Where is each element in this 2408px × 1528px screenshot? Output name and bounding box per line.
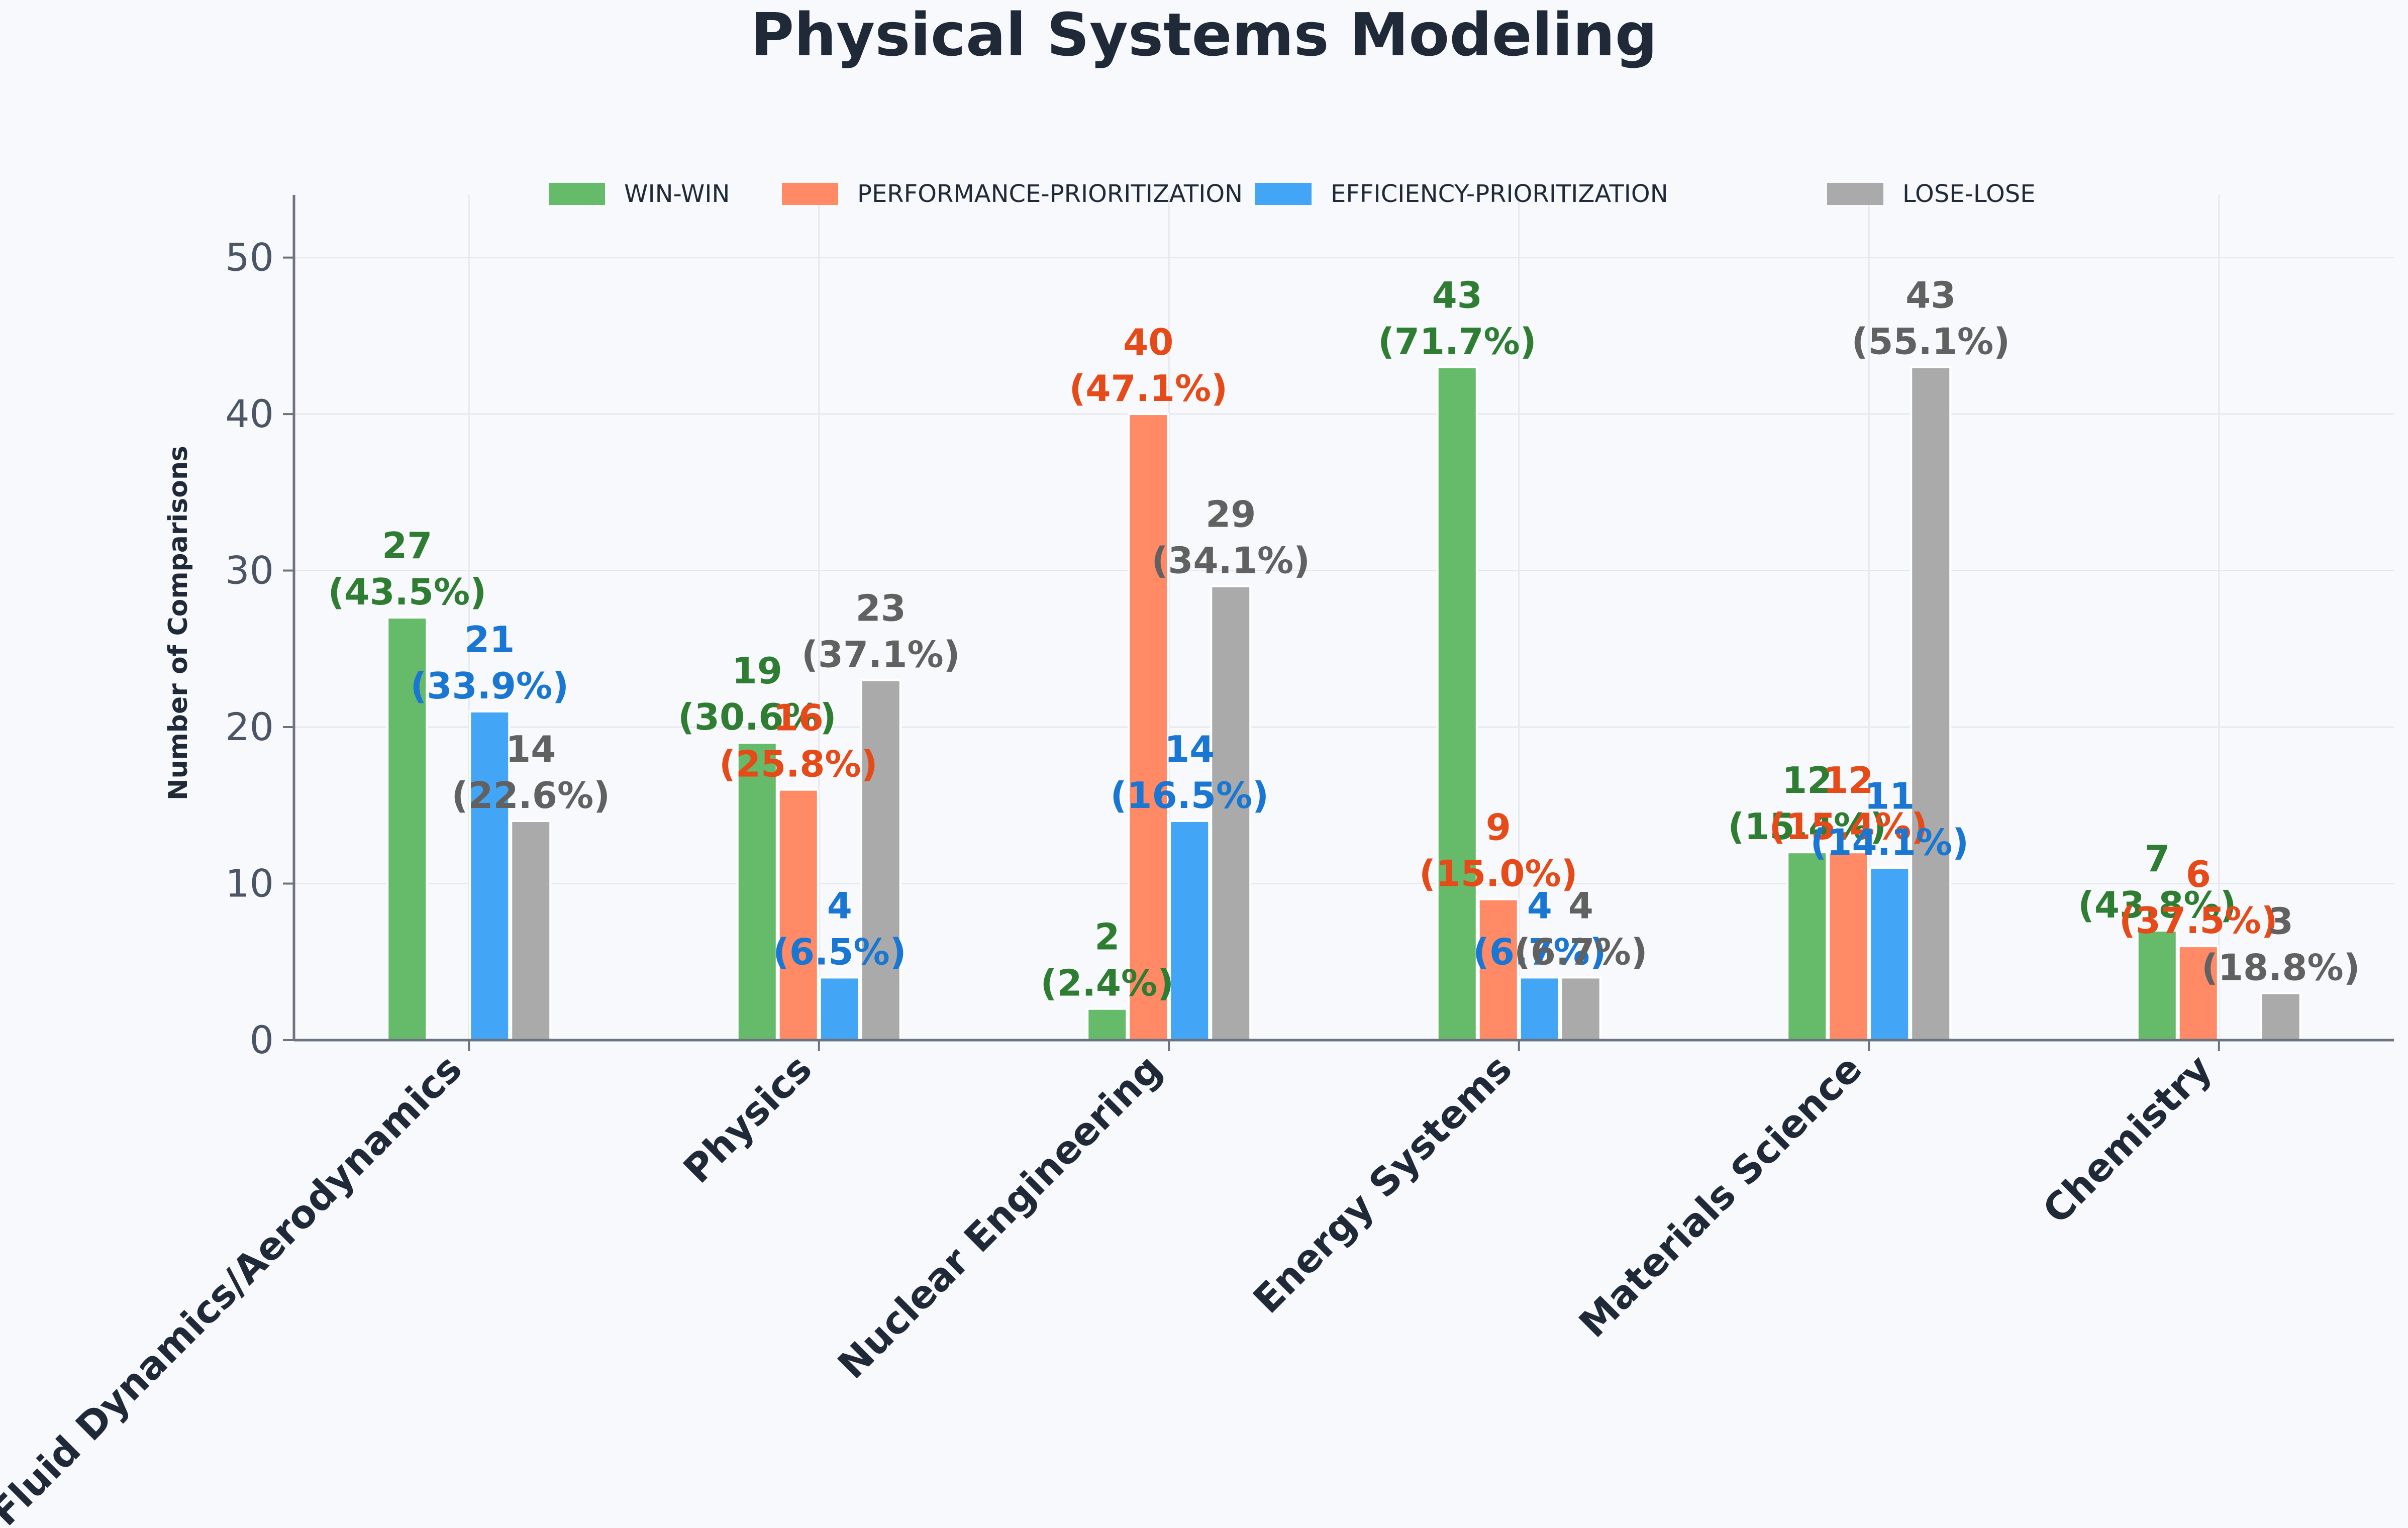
y-tick-label: 10 [225, 861, 274, 906]
data-label-lose-lose: 4 (6.7%) [1514, 884, 1648, 973]
bar-lose-lose [1910, 366, 1952, 1041]
y-axis-label: Number of Comparisons [163, 446, 193, 800]
bar-lose-lose [1210, 585, 1252, 1042]
bar-win-win [1436, 366, 1478, 1041]
data-label-lose-lose: 29 (34.1%) [1151, 493, 1310, 582]
data-labels: 27 (43.5%) 19 (30.6%) 2 (2.4%) 43 (71.7%) 12 (15.… [328, 274, 2360, 1004]
y-tick-label: 20 [225, 704, 274, 749]
bar-lose-lose [860, 679, 901, 1042]
bar-efficiency-prioritization [819, 976, 860, 1041]
bar-win-win [736, 742, 778, 1041]
x-tick-label: Materials Science [1570, 1046, 1870, 1346]
legend: WIN-WIN PERFORMANCE-PRIORITIZATION EFFICIE… [549, 180, 2036, 208]
legend-label-win-win: WIN-WIN [624, 180, 730, 208]
data-label-efficiency-prioritization: 14 (16.5%) [1110, 728, 1269, 817]
bar-lose-lose [1560, 976, 1601, 1041]
data-label-performance-prioritization: 6 (37.5%) [2119, 853, 2278, 942]
bar-lose-lose [2260, 992, 2301, 1041]
bar-performance-prioritization [1477, 898, 1519, 1041]
x-tick-label: Nuclear Engineering [829, 1046, 1170, 1387]
data-label-performance-prioritization: 16 (25.8%) [719, 697, 878, 785]
y-tick-label: 40 [225, 391, 274, 436]
bar-win-win [1086, 1007, 1128, 1042]
data-label-win-win: 27 (43.5%) [328, 525, 486, 613]
data-label-lose-lose: 3 (18.8%) [2201, 900, 2360, 989]
legend-label-performance-prioritization: PERFORMANCE-PRIORITIZATION [857, 180, 1243, 208]
data-label-lose-lose: 14 (22.6%) [451, 728, 610, 817]
bar-efficiency-prioritization [469, 710, 511, 1041]
data-label-win-win: 12 (15.4%) [1728, 759, 1886, 848]
legend-label-lose-lose: LOSE-LOSE [1902, 180, 2036, 208]
bar-lose-lose [510, 820, 552, 1041]
data-label-performance-prioritization: 40 (47.1%) [1069, 321, 1228, 410]
bar-efficiency-prioritization [1869, 867, 1911, 1041]
x-tick-label: Energy Systems [1245, 1046, 1521, 1322]
bar-efficiency-prioritization [1169, 820, 1211, 1041]
bar-win-win [386, 617, 428, 1041]
data-label-efficiency-prioritization: 4 (6.7%) [1473, 884, 1607, 973]
data-label-win-win: 43 (71.7%) [1378, 274, 1537, 363]
y-tick-label: 0 [250, 1017, 274, 1062]
data-label-performance-prioritization: 12 (15.4%) [1769, 759, 1928, 848]
bar-performance-prioritization [777, 788, 819, 1041]
data-label-efficiency-prioritization: 11 (14.1%) [1810, 775, 1969, 863]
x-tick-label: Chemistry [2034, 1046, 2221, 1233]
legend-swatch-efficiency-prioritization [1255, 183, 1312, 205]
bar-performance-prioritization [1828, 851, 1869, 1041]
data-label-win-win: 2 (2.4%) [1041, 916, 1174, 1004]
y-tick-label: 50 [225, 235, 274, 280]
data-label-performance-prioritization: 9 (15.0%) [1419, 806, 1578, 895]
bar-win-win [2136, 929, 2178, 1042]
x-tick-label: Physics [675, 1046, 821, 1192]
chart-title: Physical Systems Modeling [751, 0, 1657, 69]
data-label-efficiency-prioritization: 21 (33.9%) [410, 619, 569, 707]
bar-efficiency-prioritization [1519, 976, 1560, 1041]
data-label-win-win: 7 (43.8%) [2078, 838, 2237, 926]
x-tick-label: Fluid Dynamics/Aerodynamics [0, 1046, 470, 1528]
legend-swatch-win-win [549, 183, 605, 205]
bar-performance-prioritization [1128, 413, 1169, 1041]
legend-swatch-lose-lose [1827, 183, 1883, 205]
bars [386, 366, 2301, 1042]
data-label-efficiency-prioritization: 4 (6.5%) [773, 884, 907, 973]
data-label-lose-lose: 23 (37.1%) [801, 587, 960, 676]
legend-label-efficiency-prioritization: EFFICIENCY-PRIORITIZATION [1331, 180, 1668, 208]
bar-win-win [1786, 851, 1828, 1041]
y-tick-label: 30 [225, 548, 274, 593]
data-label-lose-lose: 43 (55.1%) [1851, 274, 2010, 363]
legend-swatch-performance-prioritization [782, 183, 838, 205]
data-label-win-win: 19 (30.6%) [678, 650, 837, 738]
